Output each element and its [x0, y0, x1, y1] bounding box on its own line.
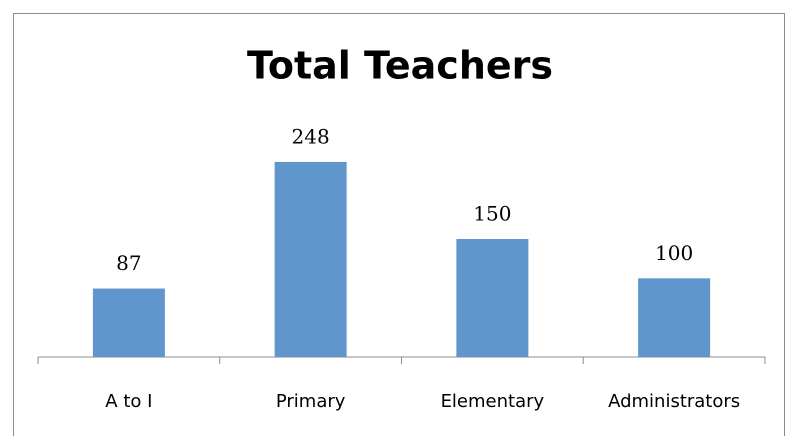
- x-tick-label: Administrators: [608, 391, 740, 412]
- bar: [456, 239, 529, 357]
- x-tick-label: A to I: [105, 391, 152, 412]
- bar: [638, 278, 711, 357]
- data-label: 87: [116, 251, 141, 275]
- data-label: 150: [473, 202, 511, 226]
- bar: [274, 161, 347, 357]
- x-tick-label: Primary: [276, 391, 346, 412]
- chart-title: Total Teachers: [247, 44, 553, 88]
- x-tick-label: Elementary: [441, 391, 545, 412]
- data-label: 100: [655, 241, 693, 265]
- chart-frame: [13, 13, 785, 436]
- data-label: 248: [292, 124, 330, 148]
- bar: [92, 288, 165, 357]
